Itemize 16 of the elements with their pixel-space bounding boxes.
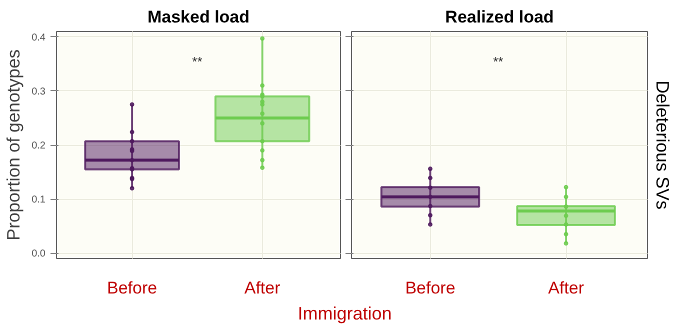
y-tick-label: 0.4	[32, 32, 46, 44]
chart-title: Masked load	[147, 8, 250, 26]
x-tick-label: Before	[405, 278, 456, 298]
x-axis-title: Immigration	[298, 304, 392, 324]
y-tick-label: 0.0	[32, 248, 46, 260]
y-axis-title: Proportion of genotypes	[4, 49, 24, 241]
x-tick-label: After	[548, 278, 584, 298]
annotation: **	[493, 54, 504, 70]
annotation: **	[192, 54, 202, 70]
y-tick-label: 0.3	[32, 86, 46, 98]
y-tick-label: 0.2	[32, 140, 46, 152]
chart-title: Realized load	[445, 8, 554, 26]
y2-axis-title: Deleterious SVs	[652, 80, 672, 210]
x-tick-label: After	[244, 278, 281, 298]
y-tick-label: 0.1	[32, 194, 46, 206]
x-tick-label: Before	[107, 278, 158, 298]
